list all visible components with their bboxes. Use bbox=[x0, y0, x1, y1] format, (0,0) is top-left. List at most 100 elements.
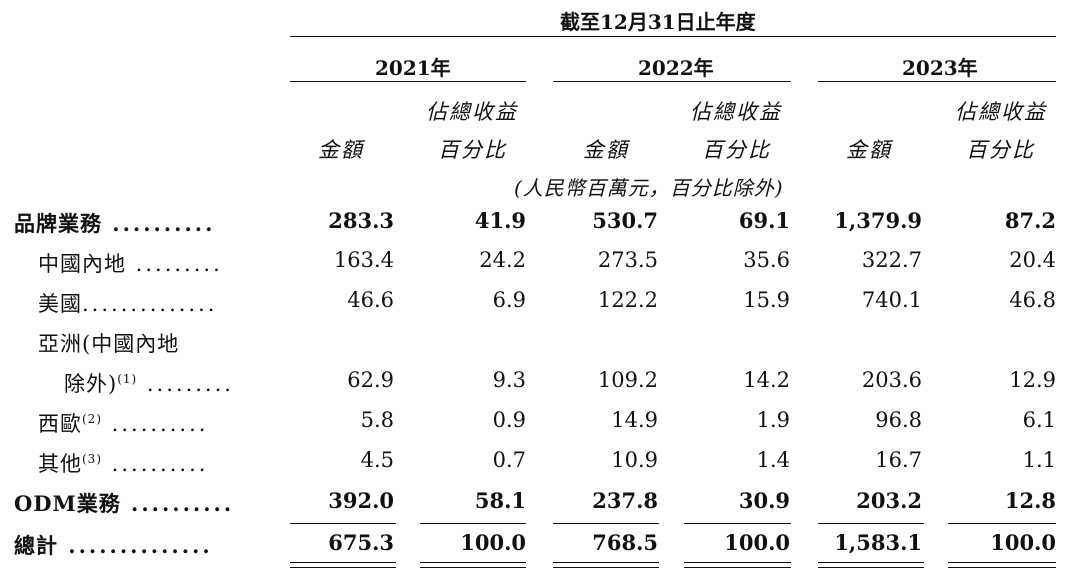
leader-dots: ......... bbox=[126, 252, 223, 276]
cell-2022-amount: 109.2 bbox=[597, 368, 658, 392]
cell-2021-pct: 0.9 bbox=[492, 408, 526, 432]
cell-2022-amount: 273.5 bbox=[597, 248, 658, 272]
cell-2023-amount: 1,583.1 bbox=[834, 530, 922, 555]
pct-header-2021-line2: 百分比 bbox=[438, 138, 507, 162]
amount-header-2021: 金額 bbox=[318, 138, 364, 162]
total-rule-2022-pct bbox=[684, 523, 791, 524]
total-rule-2021-pct bbox=[420, 523, 526, 524]
cell-2021-pct: 0.7 bbox=[492, 448, 526, 472]
year-2021-rule bbox=[290, 81, 526, 82]
amount-header-2023: 金額 bbox=[846, 138, 892, 162]
year-2023: 2023年 bbox=[902, 56, 978, 80]
cell-2022-amount: 122.2 bbox=[597, 288, 658, 312]
total-rule-2021-amount bbox=[290, 523, 396, 524]
cell-2023-pct: 100.0 bbox=[990, 530, 1056, 555]
cell-2023-amount: 16.7 bbox=[875, 448, 922, 472]
table-row-others: 其他(3) .......... 4.5 0.7 10.9 1.4 16.7 1… bbox=[0, 448, 1080, 478]
leader-dots: ......... bbox=[137, 372, 234, 396]
pct-header-2021-line1: 佔總收益 bbox=[426, 100, 518, 124]
total-rule-2022-amount bbox=[553, 523, 659, 524]
period-rule bbox=[290, 36, 1056, 37]
table-row-total: 總計 .............. 675.3 100.0 768.5 100.… bbox=[0, 530, 1080, 560]
cell-2022-amount: 237.8 bbox=[592, 488, 658, 513]
cell-2023-pct: 6.1 bbox=[1022, 408, 1056, 432]
total-double-rule-2023-amount bbox=[818, 562, 924, 568]
cell-2023-amount: 740.1 bbox=[861, 288, 922, 312]
row-label: 中國內地 bbox=[38, 252, 126, 276]
cell-2021-amount: 675.3 bbox=[328, 530, 394, 555]
cell-2023-pct: 20.4 bbox=[1009, 248, 1056, 272]
period-header: 截至12月31日止年度 bbox=[560, 10, 756, 34]
footnote-marker: (3) bbox=[82, 452, 102, 466]
cell-2021-pct: 100.0 bbox=[460, 530, 526, 555]
cell-2022-pct: 1.4 bbox=[756, 448, 790, 472]
cell-2021-amount: 4.5 bbox=[360, 448, 394, 472]
pct-header-2023-line1: 佔總收益 bbox=[955, 100, 1047, 124]
cell-2021-amount: 283.3 bbox=[328, 208, 394, 233]
total-double-rule-2022-amount bbox=[553, 562, 659, 568]
cell-2022-amount: 768.5 bbox=[592, 530, 658, 555]
year-2022-rule bbox=[553, 81, 791, 82]
cell-2023-amount: 203.6 bbox=[861, 368, 922, 392]
row-label: 品牌業務 bbox=[14, 211, 102, 236]
cell-2021-amount: 163.4 bbox=[333, 248, 394, 272]
leader-dots: .............. bbox=[58, 533, 213, 558]
cell-2022-pct: 14.2 bbox=[743, 368, 790, 392]
cell-2022-amount: 14.9 bbox=[611, 408, 658, 432]
table-row-asia-label: 亞洲(中國內地 bbox=[0, 328, 1080, 358]
pct-header-2022-line1: 佔總收益 bbox=[690, 100, 782, 124]
leader-dots: .......... bbox=[120, 491, 235, 516]
row-label: 亞洲(中國內地 bbox=[38, 332, 180, 356]
cell-2023-pct: 12.9 bbox=[1009, 368, 1056, 392]
year-2023-rule bbox=[818, 81, 1056, 82]
row-label: 美國 bbox=[38, 292, 82, 316]
row-label: 總計 bbox=[14, 533, 58, 558]
pct-header-2023-line2: 百分比 bbox=[966, 138, 1035, 162]
cell-2022-pct: 69.1 bbox=[738, 208, 790, 233]
row-label: 西歐 bbox=[38, 412, 82, 436]
cell-2021-pct: 6.9 bbox=[492, 288, 526, 312]
total-double-rule-2023-pct bbox=[948, 562, 1056, 568]
cell-2022-pct: 1.9 bbox=[756, 408, 790, 432]
cell-2022-amount: 10.9 bbox=[611, 448, 658, 472]
cell-2022-pct: 30.9 bbox=[738, 488, 790, 513]
year-2022: 2022年 bbox=[638, 56, 714, 80]
cell-2023-amount: 322.7 bbox=[861, 248, 922, 272]
table-row-odm: ODM業務 .......... 392.0 58.1 237.8 30.9 2… bbox=[0, 488, 1080, 518]
pct-header-2022-line2: 百分比 bbox=[702, 138, 771, 162]
row-label: ODM業務 bbox=[14, 491, 121, 516]
cell-2023-amount: 203.2 bbox=[856, 488, 922, 513]
cell-2023-pct: 46.8 bbox=[1009, 288, 1056, 312]
total-rule-2023-amount bbox=[818, 523, 924, 524]
total-double-rule-2022-pct bbox=[684, 562, 791, 568]
footnote-marker: (1) bbox=[117, 372, 138, 386]
table-row-usa: 美國.............. 46.6 6.9 122.2 15.9 740… bbox=[0, 288, 1080, 318]
cell-2023-amount: 96.8 bbox=[875, 408, 922, 432]
table-row-asia: 除外)(1) ......... 62.9 9.3 109.2 14.2 203… bbox=[0, 368, 1080, 398]
table-row-mainland: 中國內地 ......... 163.4 24.2 273.5 35.6 322… bbox=[0, 248, 1080, 278]
cell-2021-pct: 41.9 bbox=[474, 208, 526, 233]
row-label: 其他 bbox=[38, 452, 82, 476]
cell-2022-pct: 15.9 bbox=[743, 288, 790, 312]
cell-2021-amount: 392.0 bbox=[328, 488, 394, 513]
table-row-brand: 品牌業務 .......... 283.3 41.9 530.7 69.1 1,… bbox=[0, 208, 1080, 238]
cell-2021-pct: 9.3 bbox=[492, 368, 526, 392]
cell-2023-pct: 1.1 bbox=[1022, 448, 1056, 472]
row-label: 除外) bbox=[64, 372, 118, 396]
leader-dots: .......... bbox=[102, 412, 209, 436]
cell-2021-amount: 5.8 bbox=[360, 408, 394, 432]
cell-2023-amount: 1,379.9 bbox=[834, 208, 922, 233]
leader-dots: .......... bbox=[102, 211, 216, 236]
cell-2021-pct: 24.2 bbox=[479, 248, 526, 272]
cell-2022-pct: 100.0 bbox=[724, 530, 790, 555]
year-2021: 2021年 bbox=[375, 56, 451, 80]
amount-header-2022: 金額 bbox=[583, 138, 629, 162]
total-double-rule-2021-pct bbox=[420, 562, 526, 568]
total-double-rule-2021-amount bbox=[290, 562, 396, 568]
cell-2023-pct: 12.8 bbox=[1004, 488, 1056, 513]
cell-2021-pct: 58.1 bbox=[474, 488, 526, 513]
cell-2021-amount: 46.6 bbox=[347, 288, 394, 312]
cell-2023-pct: 87.2 bbox=[1004, 208, 1056, 233]
unit-note: (人民幣百萬元，百分比除外) bbox=[514, 176, 784, 200]
cell-2022-pct: 35.6 bbox=[743, 248, 790, 272]
